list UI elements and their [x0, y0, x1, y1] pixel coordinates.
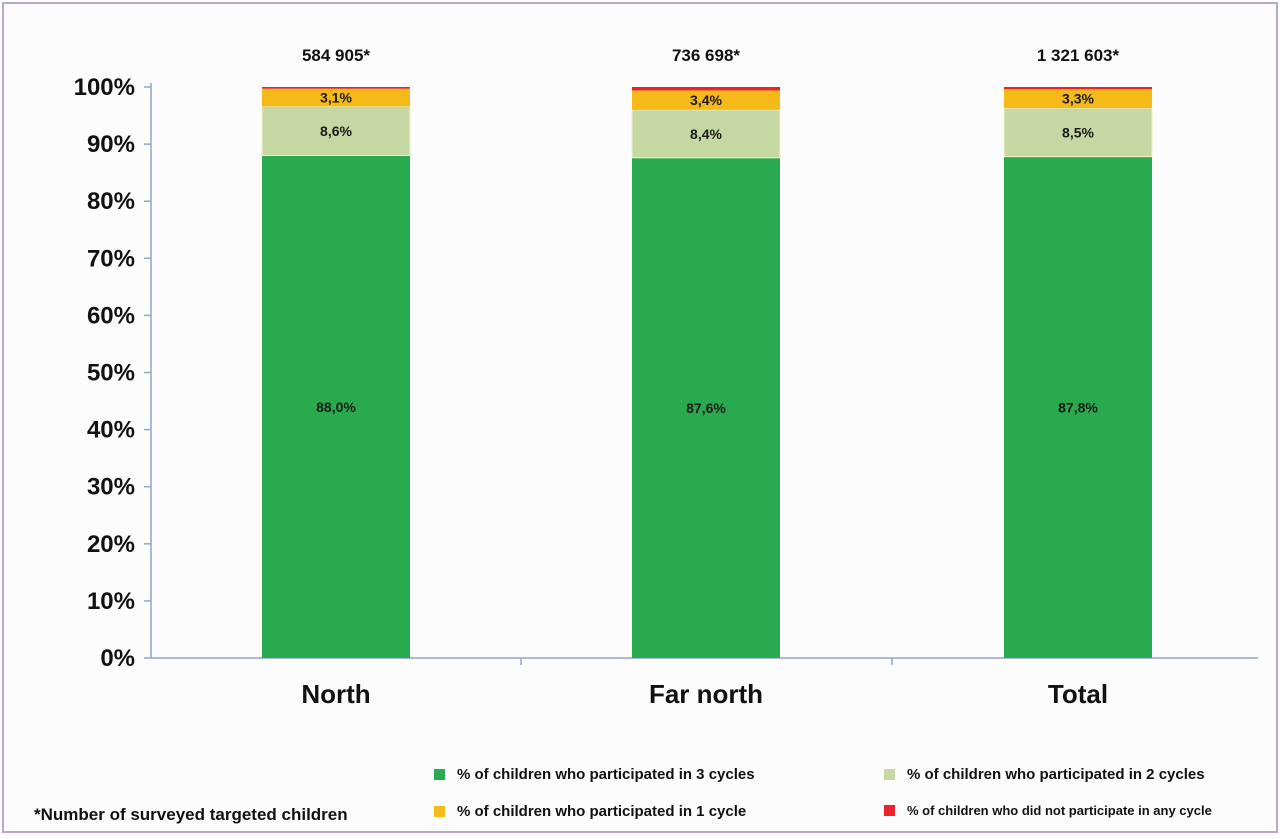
total-label: 584 905* [302, 46, 370, 65]
bar-segment-4 [632, 87, 780, 91]
y-tick-label: 100% [74, 74, 135, 101]
legend-label: % of children who did not participate in… [907, 803, 1212, 818]
y-tick-label: 70% [87, 245, 135, 272]
y-tick-label: 20% [87, 531, 135, 558]
bar-segment-2 [631, 109, 781, 159]
y-tick-label: 10% [87, 588, 135, 615]
bar-segment-3 [1004, 89, 1152, 109]
y-tick-label: 30% [87, 474, 135, 501]
legend-item: % of children who did not participate in… [884, 803, 1212, 818]
data-label: 87,8% [1058, 399, 1098, 415]
y-tick-label: 60% [87, 302, 135, 329]
x-category-label: Far north [649, 679, 763, 709]
bar-segment-3 [632, 90, 780, 110]
total-label: 736 698* [672, 46, 740, 65]
total-label: 1 321 603* [1037, 46, 1120, 65]
legend-swatch [434, 769, 445, 780]
y-tick-label: 80% [87, 188, 135, 215]
y-tick-label: 40% [87, 417, 135, 444]
data-label: 3,1% [320, 90, 352, 106]
legend-item: % of children who participated in 1 cycl… [434, 803, 746, 820]
y-tick-label: 0% [100, 645, 135, 672]
bar-segment-3 [262, 88, 410, 107]
bar-segment-1 [262, 155, 410, 658]
legend-swatch [884, 769, 895, 780]
data-label: 8,4% [690, 126, 722, 142]
data-label: 88,0% [316, 399, 356, 415]
data-label: 3,4% [690, 92, 722, 108]
bar-segment-1 [1004, 156, 1152, 659]
bar-segment-1 [632, 157, 780, 658]
legend-item: % of children who participated in 3 cycl… [434, 766, 755, 783]
stacked-bar-chart: 0% 10% 20% 30% 40% 50% 60% 70% 80% 90% 100% 88,0% 8,… [74, 46, 1258, 709]
data-label: 8,6% [320, 123, 352, 139]
data-label: 3,3% [1062, 91, 1094, 107]
legend-swatch [884, 805, 895, 816]
legend-item: % of children who participated in 2 cycl… [884, 766, 1205, 783]
x-category-label: North [301, 679, 370, 709]
data-label: 87,6% [686, 400, 726, 416]
legend-label: % of children who participated in 2 cycl… [907, 766, 1205, 783]
x-category-label: Total [1048, 679, 1108, 709]
data-label: 8,5% [1062, 124, 1094, 140]
bar-segment-4 [1004, 87, 1152, 90]
bar-segment-2 [1003, 107, 1153, 158]
y-tick-label: 90% [87, 131, 135, 158]
legend-label: % of children who participated in 1 cycl… [457, 803, 747, 820]
legend-label: % of children who participated in 3 cycl… [457, 766, 755, 783]
bar-segment-4 [262, 87, 410, 89]
footnote: *Number of surveyed targeted children [34, 805, 348, 824]
y-tick-label: 50% [87, 360, 135, 387]
legend-swatch [434, 806, 445, 817]
